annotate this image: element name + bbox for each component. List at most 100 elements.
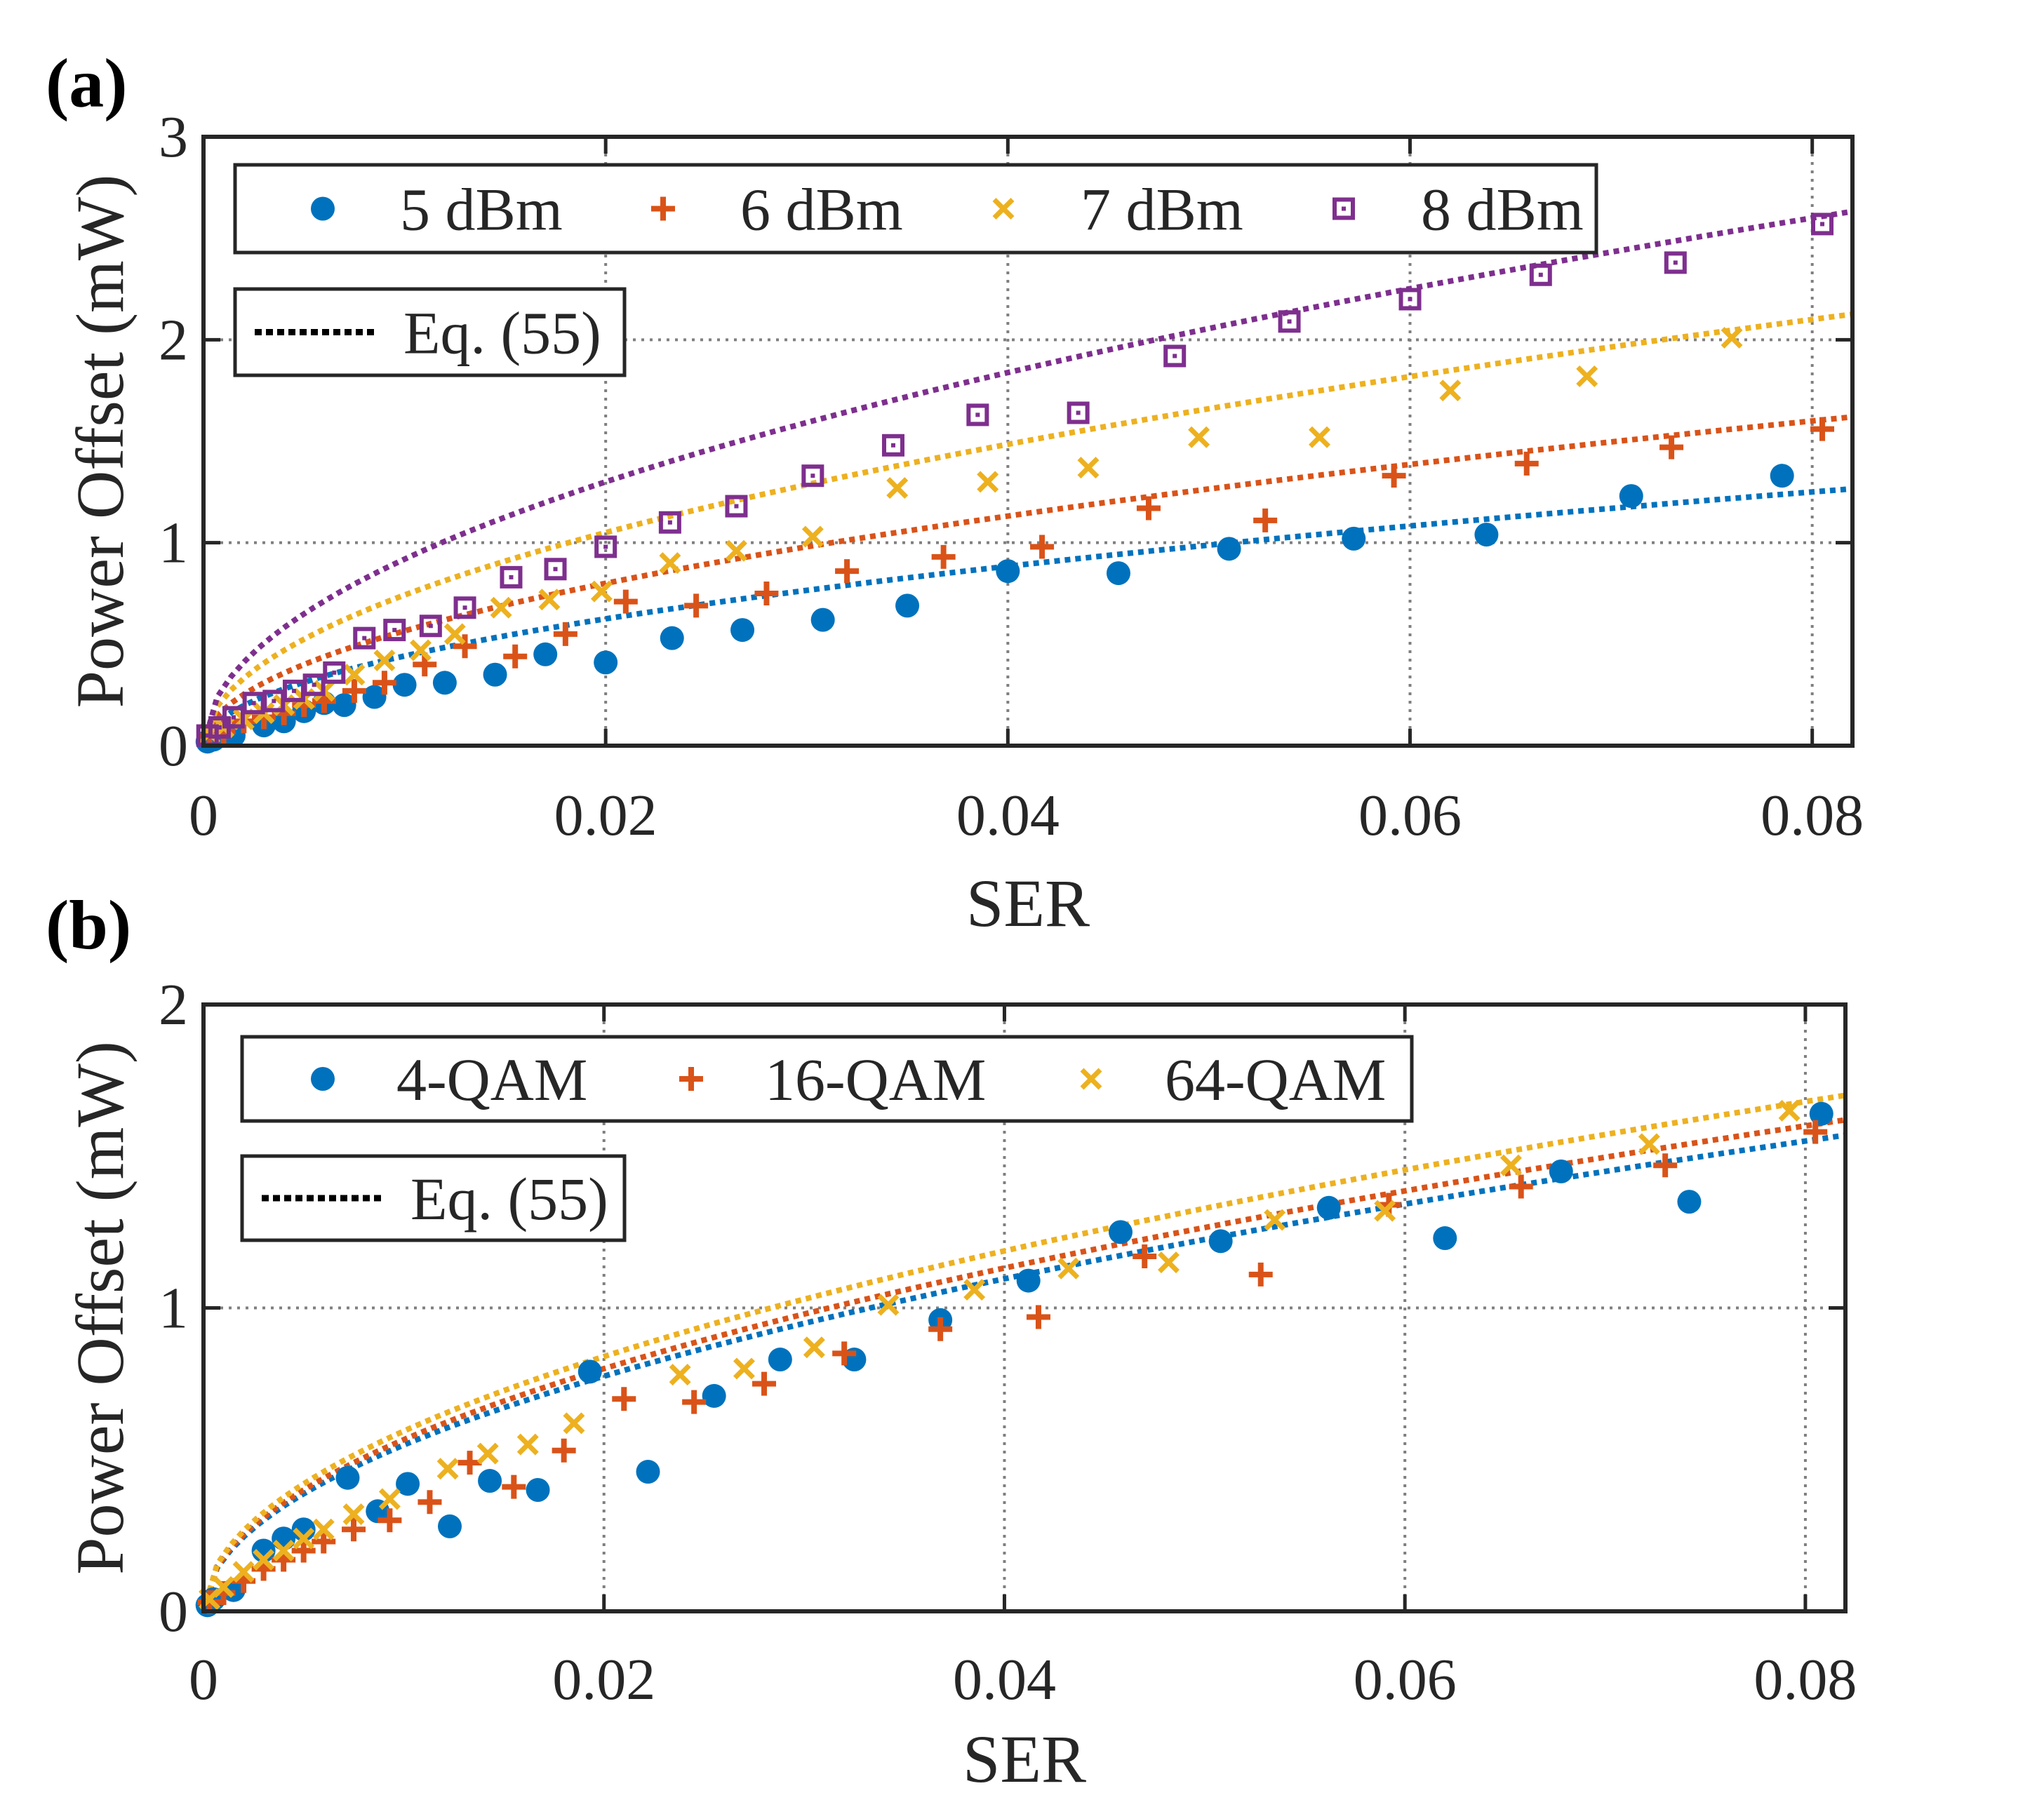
- data-point: [658, 511, 681, 534]
- data-point-center: [509, 575, 514, 579]
- data-point: [963, 1279, 986, 1301]
- data-point: [659, 552, 681, 575]
- fit-curve-6-dbm: [201, 414, 1853, 747]
- data-point: [669, 1364, 691, 1386]
- series-5-dbm: [195, 464, 1794, 754]
- data-point: [438, 1514, 462, 1538]
- legend-marker: [992, 198, 1015, 220]
- data-point: [590, 580, 613, 603]
- data-point: [803, 1336, 825, 1359]
- fit-legend: Eq. (55): [233, 287, 627, 377]
- data-point: [353, 626, 376, 650]
- data-point: [443, 623, 466, 645]
- axes-box: [201, 135, 1855, 748]
- data-point-center: [272, 699, 276, 704]
- data-point: [457, 1451, 482, 1475]
- data-point: [594, 535, 617, 558]
- data-point: [1248, 1262, 1273, 1287]
- x-tick-label: 0: [189, 783, 218, 848]
- data-point: [810, 607, 835, 632]
- data-point: [684, 593, 709, 618]
- data-point: [1163, 344, 1187, 368]
- data-point: [928, 1317, 953, 1341]
- data-point-center: [205, 733, 210, 738]
- data-point: [1026, 1305, 1050, 1329]
- data-point: [977, 471, 999, 493]
- data-point: [1253, 508, 1278, 532]
- data-point: [396, 1472, 420, 1496]
- fit-legend-box: [240, 1154, 627, 1242]
- data-point: [553, 622, 577, 646]
- data-point: [1664, 251, 1687, 274]
- fit-legend-label: Eq. (55): [403, 300, 601, 367]
- data-point-center: [362, 636, 367, 640]
- data-point: [725, 495, 748, 518]
- chart-panel-b: 0 0.02 0.04 0.06 0.08 0 1 2 SER Power Offset (mW)…: [62, 972, 1857, 1793]
- data-point: [832, 1341, 857, 1366]
- data-point: [500, 565, 523, 589]
- x-axis-label: SER: [966, 866, 1090, 941]
- legend-label: 16-QAM: [765, 1046, 986, 1113]
- legend-marker: [1332, 197, 1355, 220]
- data-point: [801, 525, 824, 548]
- data-point: [378, 1488, 401, 1510]
- data-point: [1811, 213, 1834, 236]
- fit-curve-64-qam: [201, 1092, 1846, 1613]
- data-point-center: [231, 715, 236, 720]
- data-point: [453, 596, 476, 619]
- data-point: [392, 673, 417, 697]
- data-point: [272, 1540, 295, 1562]
- legend-marker: [311, 196, 335, 221]
- data-point: [1509, 1174, 1533, 1199]
- data-point-center: [603, 544, 608, 549]
- legend-label: 5 dBm: [400, 176, 563, 243]
- data-point-center: [667, 520, 672, 525]
- data-point: [613, 589, 638, 614]
- data-point: [1309, 426, 1331, 448]
- legend-box: [240, 1035, 1414, 1123]
- data-point-center: [975, 412, 980, 417]
- data-point-center: [217, 725, 222, 730]
- data-point: [332, 693, 356, 718]
- data-point: [293, 1527, 315, 1550]
- fit-curve-16-qam: [201, 1117, 1846, 1613]
- data-point: [660, 626, 684, 650]
- panel-label-b: (b): [46, 886, 131, 964]
- y-tick-label: 0: [159, 713, 188, 779]
- y-tick-label: 3: [159, 105, 188, 170]
- data-point: [563, 1412, 585, 1435]
- data-point: [881, 434, 904, 457]
- data-point-center: [1287, 319, 1292, 324]
- data-point: [1208, 1229, 1233, 1254]
- data-point: [1278, 310, 1301, 333]
- legend-label: 64-QAM: [1165, 1046, 1386, 1113]
- chart-panel-a: 0 0.02 0.04 0.06 0.08 0 1 2 3 SER Power Offset (mW…: [62, 105, 1864, 941]
- data-point-center: [1538, 272, 1543, 277]
- fit-curve-5-dbm: [201, 485, 1853, 748]
- legend: 5 dBm 6 dBm 7 dBm 8 dBm: [233, 163, 1598, 255]
- x-tick-label: 0: [189, 1647, 218, 1712]
- data-point: [1188, 426, 1210, 448]
- data-point: [490, 596, 512, 619]
- y-tick-label: 0: [159, 1579, 188, 1644]
- data-point: [702, 1383, 726, 1408]
- data-point: [362, 685, 387, 709]
- data-point: [1810, 417, 1835, 441]
- data-point: [835, 559, 860, 584]
- data-point: [725, 539, 747, 562]
- fit-legend: Eq. (55): [240, 1154, 627, 1242]
- data-point-center: [810, 474, 815, 478]
- data-point: [1108, 1220, 1133, 1244]
- data-point: [1057, 1257, 1080, 1280]
- data-point: [502, 1475, 526, 1499]
- data-point-center: [291, 688, 296, 693]
- data-point: [682, 1390, 707, 1414]
- data-point: [1157, 1251, 1180, 1274]
- data-point: [432, 671, 457, 695]
- x-axis-label: SER: [963, 1721, 1086, 1793]
- data-point: [453, 634, 477, 659]
- data-point: [1264, 1209, 1286, 1231]
- data-point: [213, 1576, 235, 1598]
- legend-marker-center: [1342, 206, 1346, 211]
